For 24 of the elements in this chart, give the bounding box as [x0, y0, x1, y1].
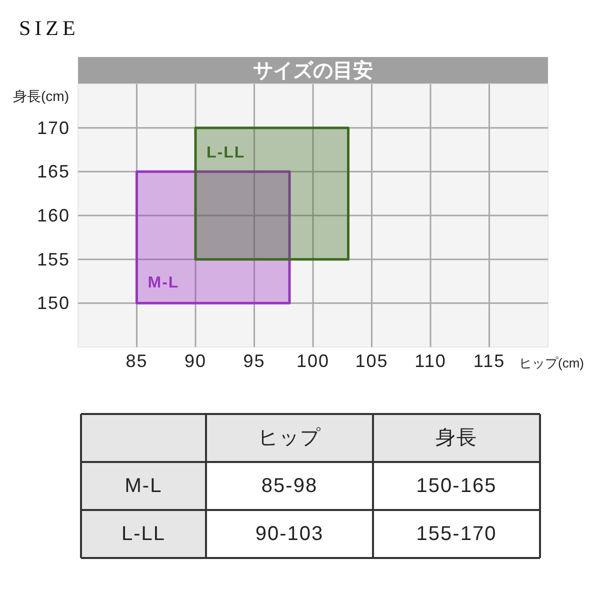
table-cell: 身長: [436, 427, 478, 449]
table-cell: 85-98: [261, 475, 318, 497]
x-tick: 85: [126, 351, 148, 371]
y-tick: 150: [36, 293, 70, 314]
xlabel: ヒップ(cm): [519, 356, 584, 370]
subtitle: サイズの目安: [253, 60, 373, 82]
y-tick: 170: [36, 118, 70, 138]
table-cell: 150-165: [416, 475, 497, 497]
x-tick: 90: [184, 351, 207, 371]
table-cell: L-LL: [121, 523, 166, 545]
x-tick: 95: [243, 351, 266, 371]
x-tick: 100: [296, 351, 330, 371]
table-cell: 90-103: [255, 523, 324, 545]
title: SIZE: [19, 16, 80, 40]
x-tick: 105: [355, 351, 388, 371]
table-cell: 155-170: [416, 523, 497, 545]
x-tick: 110: [414, 351, 446, 371]
y-tick: 160: [36, 206, 70, 226]
table-cell: M-L: [124, 475, 162, 497]
y-tick: 165: [36, 162, 70, 182]
table-cell: ヒップ: [258, 427, 321, 449]
ylabel: 身長(cm): [13, 88, 69, 104]
y-tick: 155: [36, 249, 70, 270]
x-tick: 115: [473, 351, 506, 371]
